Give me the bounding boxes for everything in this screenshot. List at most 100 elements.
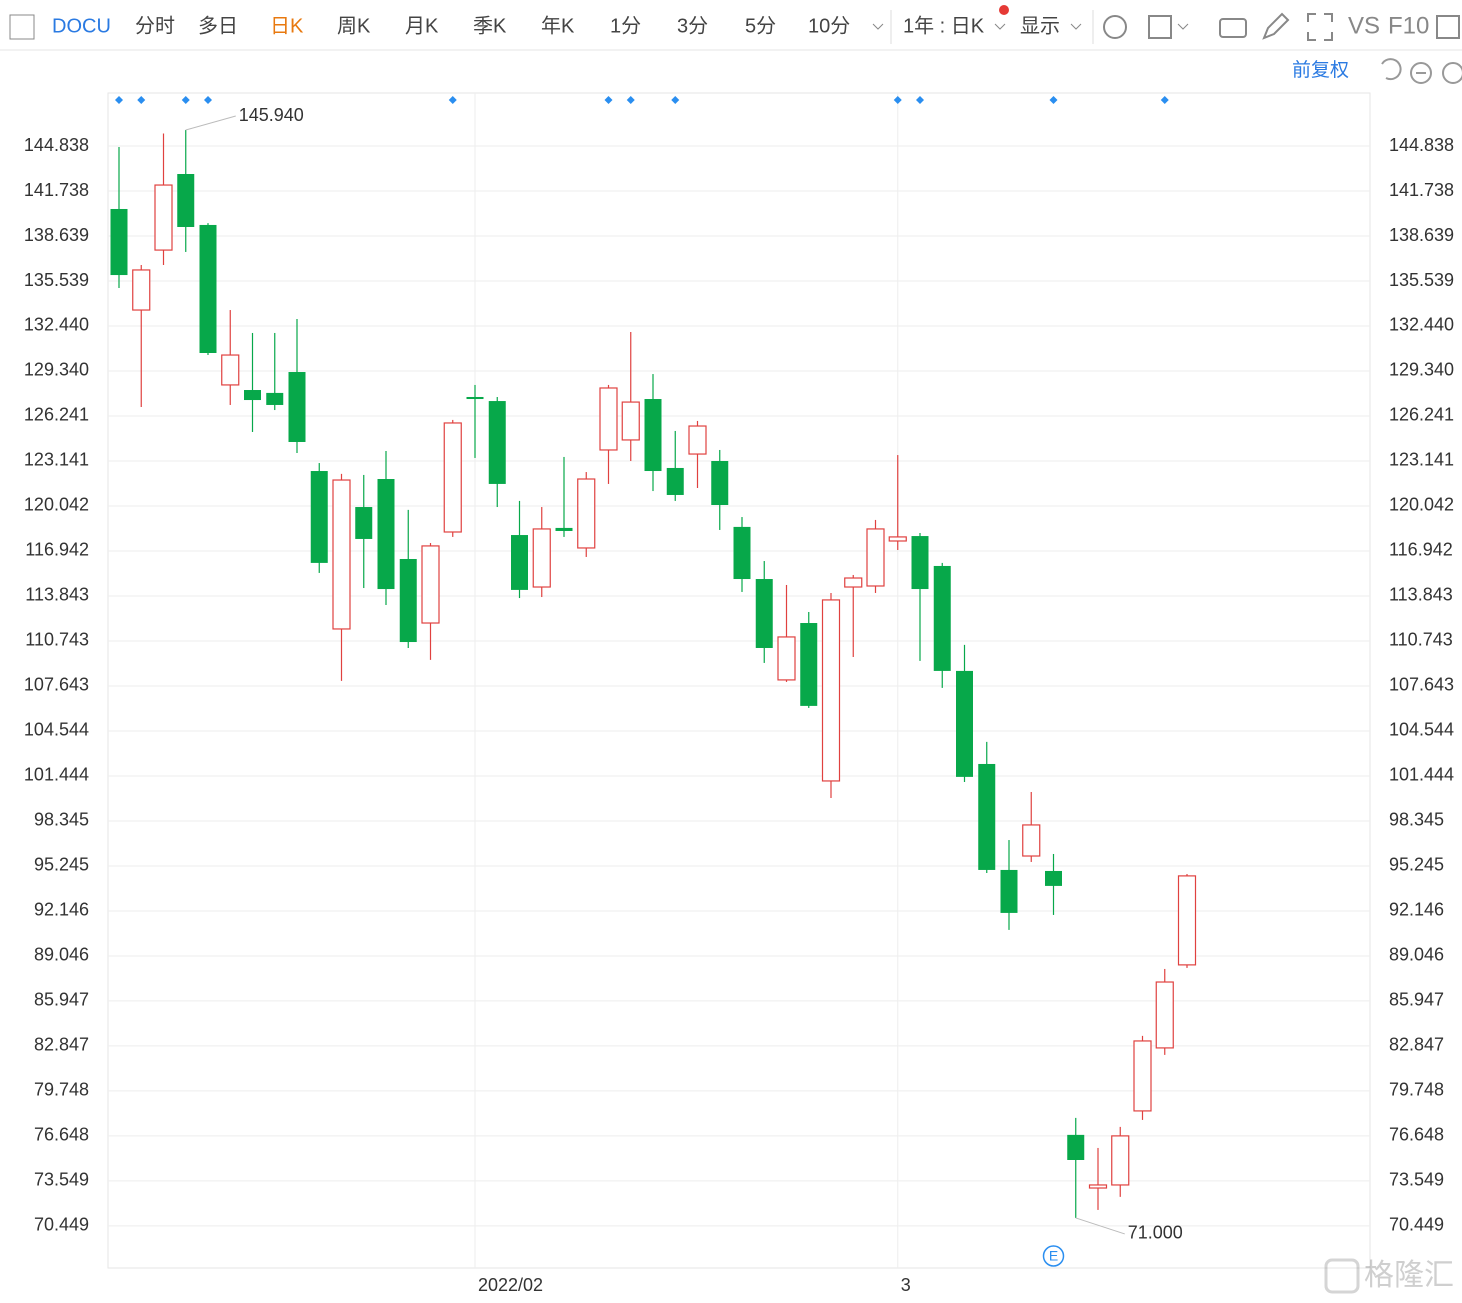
y-tick-label-right: 89.046 bbox=[1389, 945, 1444, 965]
tab[interactable]: 季K bbox=[473, 14, 507, 37]
tab[interactable]: 年K bbox=[541, 14, 575, 37]
event-marker bbox=[181, 96, 190, 104]
candle-body bbox=[355, 507, 373, 539]
y-tick-label: 82.847 bbox=[34, 1035, 89, 1055]
tab[interactable]: 多日 bbox=[198, 14, 238, 37]
event-marker bbox=[671, 96, 680, 104]
event-marker bbox=[1160, 96, 1169, 104]
y-tick-label-right: 107.643 bbox=[1389, 675, 1454, 695]
reset-icon[interactable] bbox=[1381, 58, 1402, 81]
symbol[interactable]: DOCU bbox=[52, 15, 111, 37]
pen-icon[interactable] bbox=[1262, 12, 1290, 40]
plot-frame bbox=[107, 92, 1371, 1269]
y-tick-label: 76.648 bbox=[34, 1125, 89, 1145]
candle-body bbox=[177, 174, 195, 227]
y-tick-label-right: 101.444 bbox=[1389, 765, 1454, 785]
event-marker bbox=[115, 96, 123, 104]
candle-body bbox=[110, 208, 128, 276]
tab[interactable]: 月K bbox=[405, 15, 439, 37]
candle-body bbox=[511, 535, 528, 590]
y-tick-label: 79.748 bbox=[34, 1080, 89, 1100]
y-tick-label: 132.440 bbox=[24, 315, 89, 335]
y-tick-label: 89.046 bbox=[34, 945, 89, 965]
event-marker bbox=[893, 96, 902, 104]
y-tick-label: 73.549 bbox=[34, 1170, 89, 1190]
candle-body bbox=[777, 636, 796, 681]
period-select[interactable]: 1年 : 日K bbox=[903, 14, 985, 37]
candle-body bbox=[711, 461, 729, 505]
candle-body bbox=[377, 479, 395, 590]
y-tick-label: 101.444 bbox=[24, 765, 89, 785]
tab[interactable]: 3分 bbox=[677, 14, 708, 37]
box-icon[interactable] bbox=[1148, 15, 1172, 39]
candle-body bbox=[933, 565, 951, 671]
y-tick-label-right: 76.648 bbox=[1389, 1125, 1444, 1145]
chevron bbox=[1177, 23, 1189, 30]
candle-body bbox=[800, 623, 818, 706]
candle-body bbox=[1177, 875, 1197, 966]
tab[interactable]: 分时 bbox=[135, 14, 175, 37]
y-tick-label-right: 116.942 bbox=[1389, 540, 1453, 560]
zoom-in-icon[interactable] bbox=[1442, 62, 1462, 84]
candle-body bbox=[266, 392, 284, 405]
zoom-out-icon[interactable] bbox=[1410, 62, 1432, 84]
candle-body bbox=[443, 422, 462, 533]
y-tick-label-right: 98.345 bbox=[1389, 810, 1444, 830]
candle-body bbox=[599, 387, 618, 451]
candle-body bbox=[1045, 870, 1062, 886]
adjust-select[interactable]: 前复权 bbox=[1292, 59, 1349, 81]
display-select[interactable]: 显示 bbox=[1020, 15, 1060, 37]
y-tick-label-right: 129.340 bbox=[1389, 360, 1454, 380]
y-tick-label-right: 123.141 bbox=[1389, 450, 1454, 470]
y-tick-label: 116.942 bbox=[25, 540, 89, 560]
y-tick-label-right: 113.843 bbox=[1389, 585, 1453, 605]
candle-body bbox=[244, 390, 261, 401]
y-tick-label: 113.843 bbox=[25, 585, 89, 605]
candle-body bbox=[1022, 824, 1041, 857]
tab[interactable]: 5分 bbox=[745, 14, 776, 37]
panel-icon[interactable] bbox=[1436, 15, 1460, 39]
candle-body bbox=[310, 471, 328, 563]
candle-body bbox=[821, 599, 841, 782]
y-tick-label-right: 79.748 bbox=[1389, 1080, 1444, 1100]
chevron bbox=[994, 23, 1006, 30]
candle-body bbox=[1133, 1040, 1152, 1112]
y-tick-label: 107.643 bbox=[24, 675, 89, 695]
event-badge-label: E bbox=[1049, 1248, 1058, 1264]
watermark-text: 格隆汇 bbox=[1364, 1259, 1454, 1292]
candle-body bbox=[1067, 1134, 1085, 1160]
y-tick-label-right: 120.042 bbox=[1389, 495, 1454, 515]
candle-body bbox=[421, 545, 440, 624]
tab[interactable]: 1分 bbox=[610, 14, 641, 37]
dot bbox=[999, 5, 1009, 15]
camera-icon[interactable] bbox=[1219, 18, 1247, 38]
candle-body bbox=[978, 763, 996, 870]
sidebar-icon[interactable] bbox=[9, 14, 35, 40]
settings-icon[interactable] bbox=[1103, 15, 1127, 39]
y-tick-label: 135.539 bbox=[24, 270, 89, 290]
y-tick-label-right: 135.539 bbox=[1389, 270, 1454, 290]
tab[interactable]: 10分 bbox=[808, 14, 850, 37]
candle-body bbox=[132, 269, 151, 311]
candle-body bbox=[532, 528, 551, 588]
y-tick-label: 126.241 bbox=[24, 405, 89, 425]
f10-button[interactable]: F10 bbox=[1388, 12, 1429, 39]
candle-body bbox=[288, 372, 306, 442]
candle-body bbox=[844, 577, 863, 588]
y-tick-label: 85.947 bbox=[34, 990, 89, 1010]
tab[interactable]: 周K bbox=[337, 15, 371, 37]
fullscreen-icon[interactable] bbox=[1307, 13, 1333, 41]
toolbar-bg bbox=[0, 0, 1462, 52]
candle-body bbox=[577, 478, 596, 549]
y-tick-label-right: 141.738 bbox=[1389, 180, 1454, 200]
y-tick-label: 92.146 bbox=[34, 900, 89, 920]
candle-body bbox=[1111, 1135, 1130, 1186]
candle-body bbox=[199, 224, 217, 353]
vs-button[interactable]: VS bbox=[1348, 12, 1380, 39]
candle-body bbox=[399, 558, 417, 643]
y-tick-label-right: 82.847 bbox=[1389, 1035, 1444, 1055]
tab[interactable]: 日K bbox=[270, 15, 304, 37]
y-tick-label: 120.042 bbox=[24, 495, 89, 515]
y-tick-label: 123.141 bbox=[24, 450, 89, 470]
